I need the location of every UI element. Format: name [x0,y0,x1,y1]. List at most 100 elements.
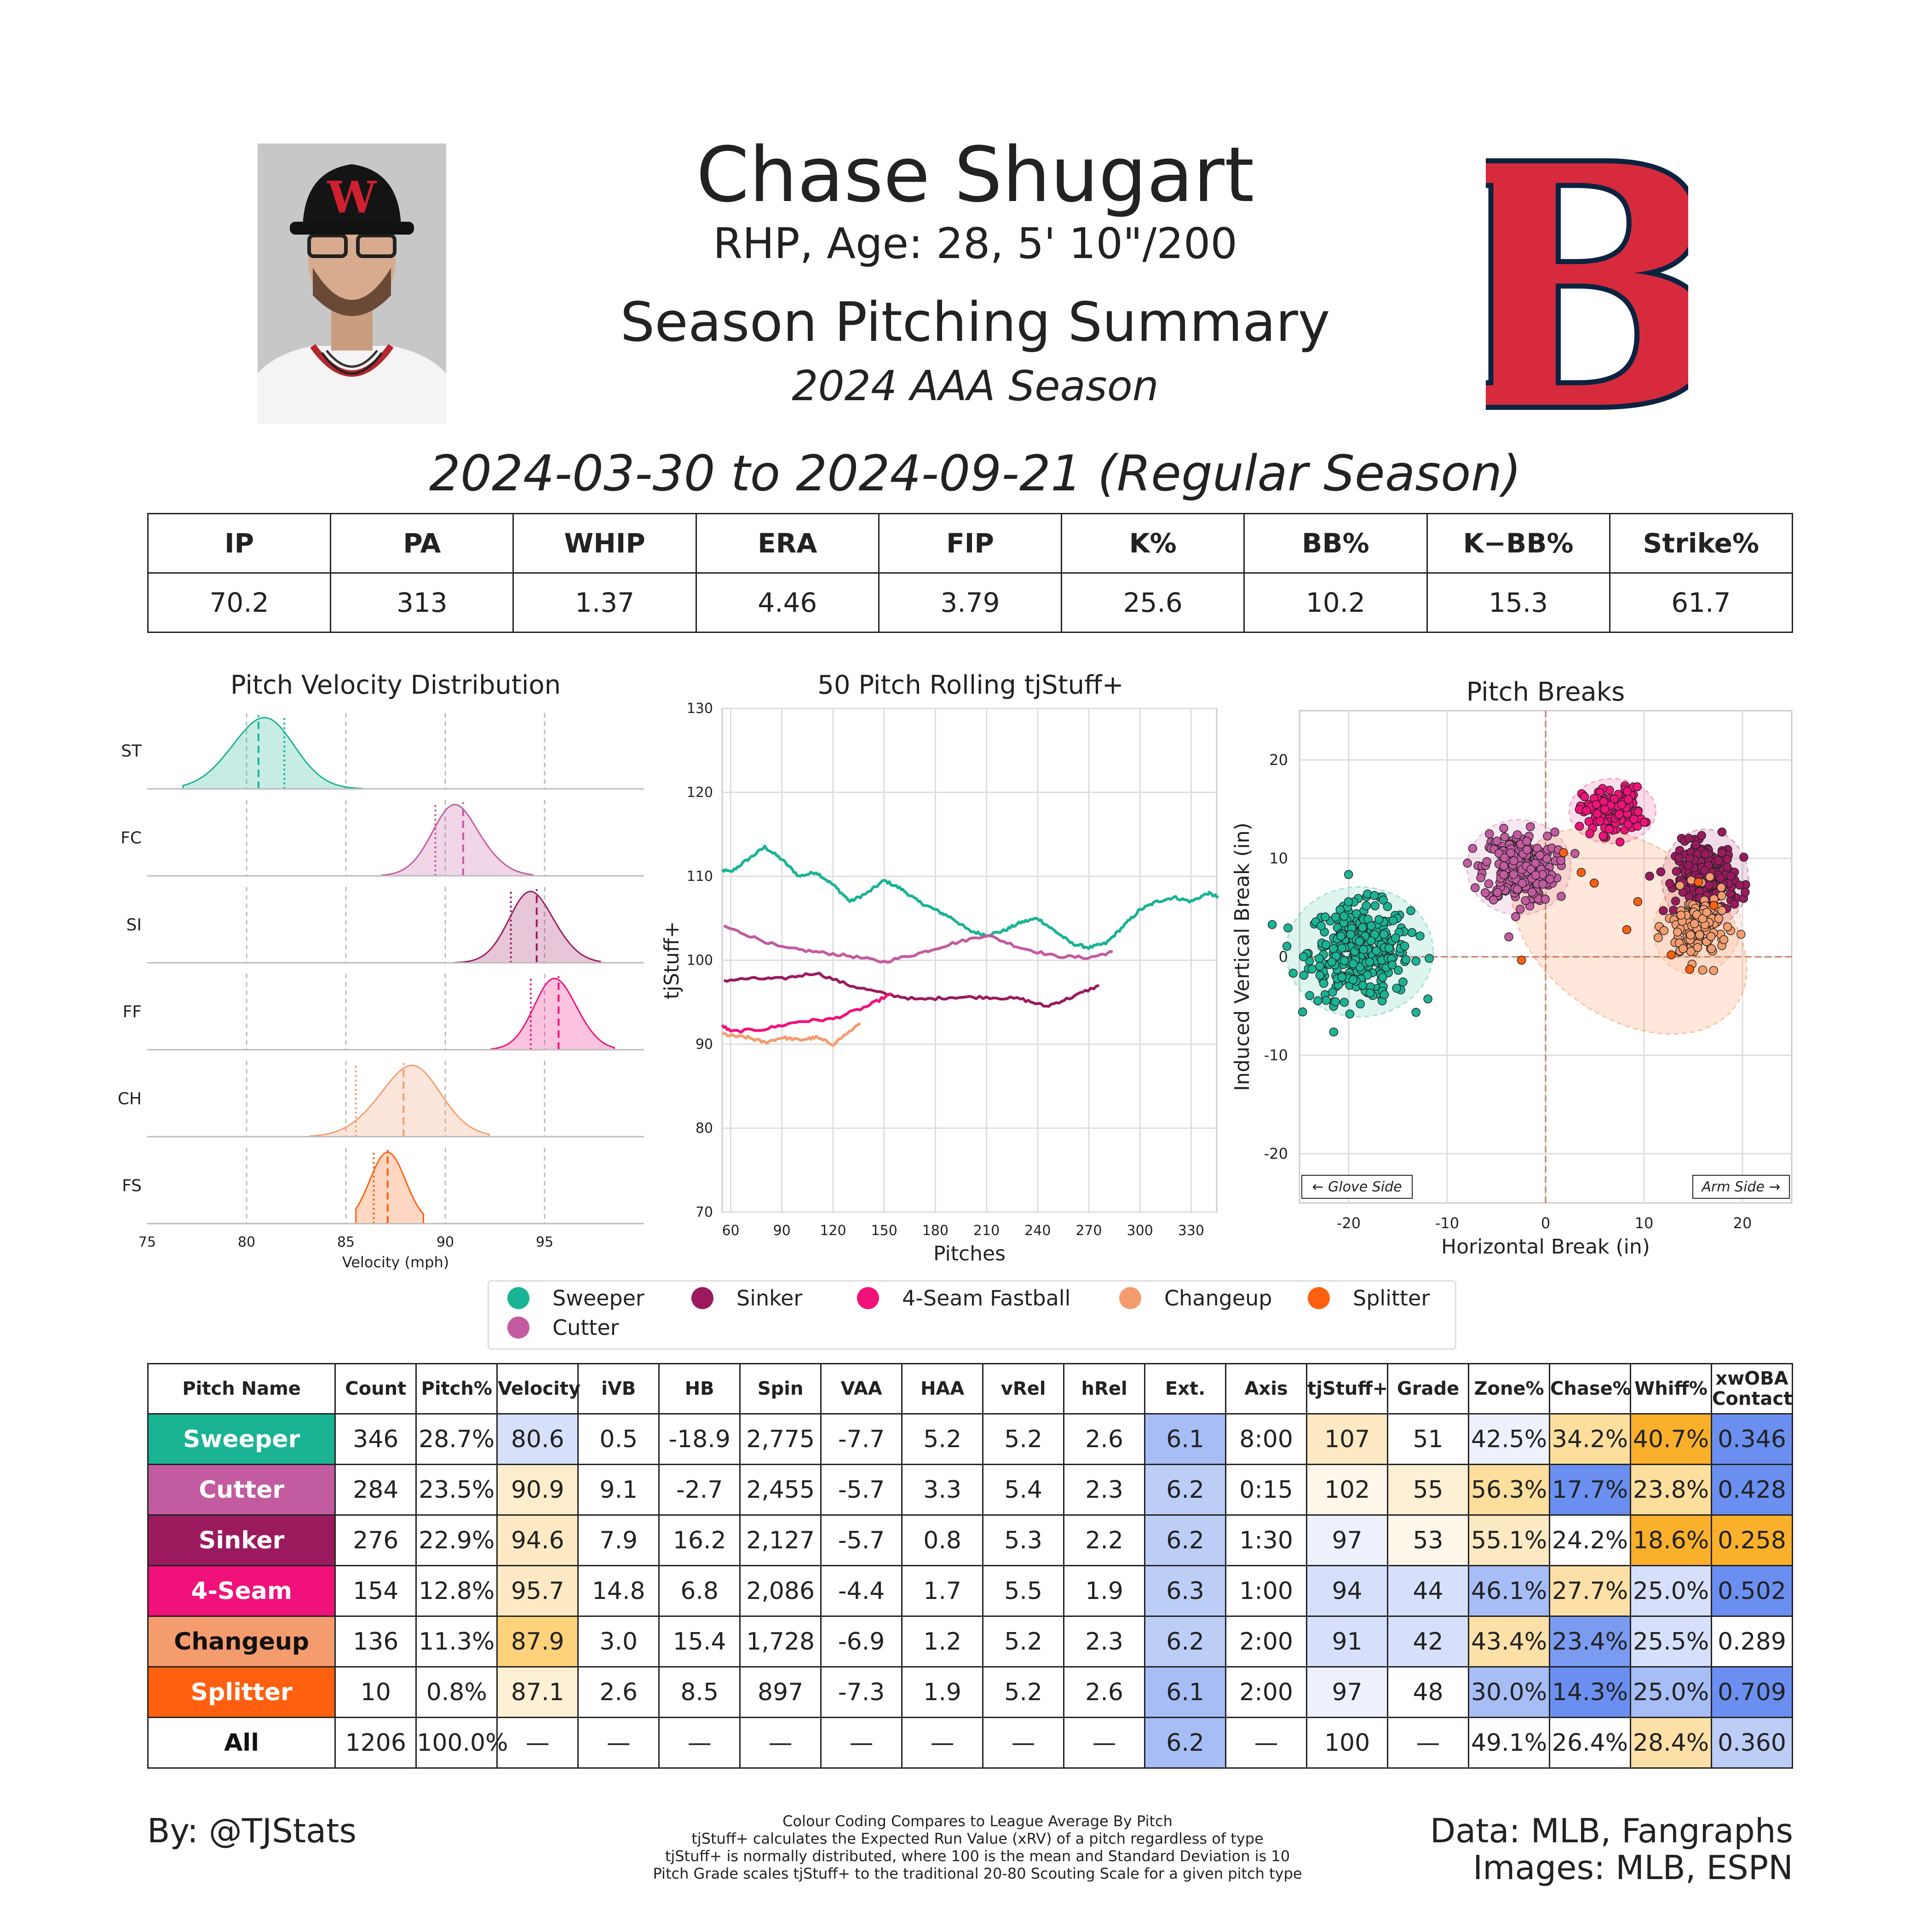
break-point-changeup [1717,906,1727,915]
pitch-stat-cell: 154 [334,1565,417,1617]
pitch-row: Sweeper 346 28.7% 80.6 0.5 -18.9 2,775 -7.7 5.2 5… [147,1413,1793,1465]
pitch-stat-cell: 87.1 [496,1666,579,1718]
pitch-stat-cell: 5.2 [982,1616,1065,1668]
rolling-y-tick: 100 [687,953,713,969]
break-point-changeup [1717,883,1726,892]
pitch-stat-cell: 34.2% [1549,1413,1632,1465]
rolling-y-tick: 120 [687,785,713,801]
pitch-table-header: HB [658,1363,741,1414]
pitch-stat-cell: 2:00 [1225,1666,1308,1718]
pitch-stat-cell: 100 [1306,1717,1389,1769]
legend-label: 4-Seam Fastball [902,1286,1071,1311]
rolling-x-tick: 240 [1024,1223,1051,1239]
pitch-stat-cell: -4.4 [820,1565,903,1617]
break-point-sweeper [1387,960,1397,970]
pitch-stat-cell: 1.9 [901,1666,984,1718]
pitch-table-header: Whiff% [1630,1363,1712,1414]
break-point-sinker [1684,861,1693,870]
break-point-cutter [1512,830,1522,840]
rolling-x-tick: 60 [722,1223,739,1239]
pitch-stat-cell: 18.6% [1630,1514,1712,1566]
break-point-sweeper [1337,943,1346,953]
author-credit: By: @TJStats [147,1811,356,1850]
pitch-stat-cell: 23.4% [1549,1616,1632,1668]
break-point-sweeper [1314,954,1324,963]
pitch-stat-cell: -5.7 [820,1514,903,1566]
break-point-sweeper [1351,909,1361,919]
velocity-ridge: SI [126,887,644,964]
break-point-cutter [1492,836,1502,845]
break-point-4-seam-fastball [1604,824,1614,834]
stat-value: 10.2 [1243,572,1428,633]
pitch-stat-cell: 346 [334,1413,417,1465]
pitch-stat-cell: 10 [334,1666,417,1718]
break-point-cutter [1476,873,1485,882]
data-credit: Data: MLB, Fangraphs Images: MLB, ESPN [1430,1812,1793,1886]
pitch-stat-cell: 2.6 [1063,1413,1146,1465]
break-point-sweeper [1315,971,1325,980]
pitch-stat-cell: 6.1 [1144,1666,1227,1718]
break-point-sweeper [1321,940,1331,949]
pitch-table-header: Chase% [1549,1363,1632,1414]
pitch-stat-cell: -18.9 [658,1413,741,1465]
pitch-stat-cell: 897 [739,1666,822,1718]
break-point-4-seam-fastball [1616,837,1625,847]
break-point-sweeper [1370,891,1379,900]
break-point-cutter [1493,888,1502,897]
velocity-density-ch [309,1064,490,1138]
pitch-stat-cell: 12.8% [415,1565,498,1617]
player-headshot-image: W [258,144,446,424]
break-point-changeup [1693,943,1702,952]
break-y-tick: 10 [1269,850,1288,867]
stat-header: IP [147,513,332,574]
velocity-x-tick: 80 [238,1234,255,1250]
rolling-x-tick: 150 [871,1223,897,1239]
pitch-stat-cell: 44 [1387,1565,1470,1617]
pitch-stat-cell: 28.7% [415,1413,498,1465]
break-point-sweeper [1348,959,1358,969]
break-point-cutter [1484,879,1494,889]
pitch-stat-cell: — [739,1717,822,1769]
break-point-sinker [1671,897,1680,906]
pitch-stat-cell: 53 [1387,1514,1470,1566]
pitch-stat-cell: 55.1% [1468,1514,1551,1566]
pitch-stat-cell: 22.9% [415,1514,498,1566]
pitch-stat-cell: 6.8 [658,1565,741,1617]
break-point-cutter [1499,823,1508,833]
pitch-stat-cell: — [1387,1717,1470,1769]
velocity-x-label: Velocity (mph) [342,1254,449,1270]
break-point-cutter [1522,845,1532,855]
break-point-sweeper [1393,966,1403,975]
pitch-stat-cell: 94.6 [496,1514,579,1566]
ridge-label: FC [121,829,142,848]
pitch-stat-cell: 8:00 [1225,1413,1308,1465]
break-point-sweeper [1365,988,1375,998]
player-name: Chase Shugart [696,131,1254,219]
ridge-label: FS [122,1177,142,1196]
stat-value: 70.2 [147,572,332,633]
pitch-stat-cell: 91 [1306,1616,1389,1668]
break-point-4-seam-fastball [1622,787,1632,796]
break-point-sweeper [1322,995,1331,1005]
break-point-changeup [1705,872,1714,881]
pitch-stat-cell: 48 [1387,1666,1470,1718]
break-point-sinker [1735,880,1744,890]
pitch-stat-cell: 42.5% [1468,1413,1551,1465]
stat-value: 4.46 [695,572,880,633]
velocity-x-tick: 95 [536,1234,553,1250]
date-range: 2024-03-30 to 2024-09-21 (Regular Season… [429,445,1522,502]
break-point-splitter [1667,950,1676,960]
break-point-sweeper [1336,932,1346,941]
break-point-4-seam-fastball [1580,792,1589,801]
break-point-sinker [1665,879,1674,888]
pitch-stat-cell: 2.6 [577,1666,660,1718]
break-y-tick: -20 [1264,1145,1288,1162]
pitch-stat-cell: — [901,1717,984,1769]
pitch-table-header: Velocity [496,1363,581,1414]
pitch-stat-cell: 51 [1387,1413,1470,1465]
team-logo: B [1442,89,1732,488]
break-point-cutter [1511,912,1520,921]
break-point-sweeper [1282,942,1292,951]
break-point-cutter [1543,831,1552,841]
break-point-cutter [1482,857,1491,867]
